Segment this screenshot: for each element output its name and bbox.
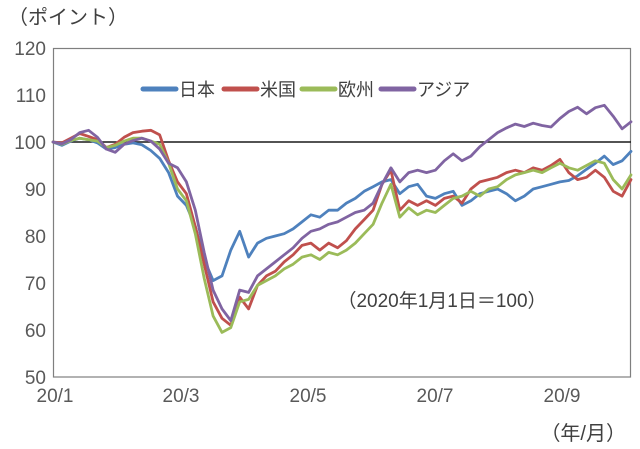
legend-label-us: 米国 xyxy=(260,80,296,100)
x-tick: 20/7 xyxy=(417,386,454,407)
y-tick: 120 xyxy=(14,39,46,60)
legend: 日本 米国 欧州 アジア xyxy=(140,80,470,100)
y-axis-ticks: 120 110 100 90 80 70 60 50 xyxy=(14,39,46,389)
legend-label-europe: 欧州 xyxy=(338,80,374,100)
x-tick: 20/3 xyxy=(163,386,200,407)
x-tick: 20/1 xyxy=(37,386,74,407)
y-tick: 70 xyxy=(25,274,46,295)
x-tick: 20/5 xyxy=(290,386,327,407)
plot-border xyxy=(52,47,632,378)
x-tick: 20/9 xyxy=(544,386,581,407)
y-tick: 100 xyxy=(14,133,46,154)
baseline-annotation: （2020年1月1日＝100） xyxy=(337,290,546,312)
y-tick: 50 xyxy=(25,368,46,389)
y-tick: 80 xyxy=(25,227,46,248)
chart-unit-label: （ポイント） xyxy=(8,6,128,29)
series-lines xyxy=(51,103,633,334)
x-axis-unit-label: （年/月） xyxy=(540,422,626,445)
x-axis-ticks: 20/1 20/3 20/5 20/7 20/9 xyxy=(37,386,581,407)
legend-label-japan: 日本 xyxy=(179,80,215,100)
series-line-0 xyxy=(51,136,633,283)
y-tick: 90 xyxy=(25,180,46,201)
legend-label-asia: アジア xyxy=(417,80,470,100)
series-line-3 xyxy=(51,103,633,323)
y-tick: 110 xyxy=(16,86,46,107)
series-line-1 xyxy=(51,128,633,327)
y-tick: 60 xyxy=(25,321,46,342)
